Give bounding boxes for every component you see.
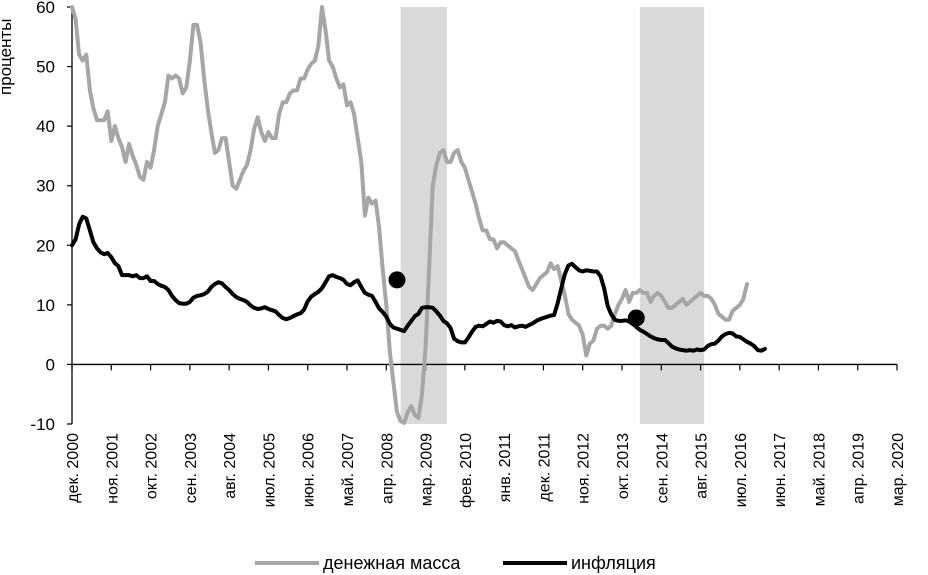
shaded-period-2 <box>639 7 705 424</box>
y-tick-label: 60 <box>36 0 55 17</box>
x-tick-label: янв. 2011 <box>497 433 514 502</box>
series-line-money-supply <box>70 5 749 425</box>
legend-label-2: инфляция <box>571 553 656 573</box>
x-tick-label: июл. 2016 <box>733 433 750 508</box>
axes <box>67 6 898 425</box>
y-tick-label: 40 <box>36 117 55 136</box>
x-tick-label: апр. 2019 <box>851 433 868 504</box>
x-tick-label: окт. 2013 <box>615 433 632 499</box>
x-tick-label: сен. 2003 <box>183 433 200 503</box>
point-markers <box>388 271 645 327</box>
y-tick-labels: -10 0 10 20 30 40 50 60 <box>30 0 55 434</box>
x-tick-label: июн. 2017 <box>772 433 789 507</box>
x-tick-label: май. 2018 <box>811 433 828 506</box>
shaded-periods <box>400 7 705 424</box>
y-tick-label: 50 <box>36 58 55 77</box>
x-tick-label: апр. 2008 <box>379 433 396 504</box>
legend-label-1: денежная масса <box>323 553 461 573</box>
x-tick-label: фев. 2010 <box>458 433 475 508</box>
x-tick-label: сен. 2014 <box>654 433 671 503</box>
series-lines <box>70 5 767 425</box>
x-tick-label: авг. 2015 <box>694 433 711 499</box>
series-line-inflation <box>70 214 767 353</box>
x-tick-label: дек. 2000 <box>65 433 82 503</box>
x-tick-label: май. 2007 <box>340 433 357 506</box>
y-tick-label: 30 <box>36 177 55 196</box>
x-tick-label: июн. 2006 <box>301 433 318 507</box>
x-tick-label: окт. 2002 <box>144 433 161 499</box>
x-tick-labels: дек. 2000 ноя. 2001 окт. 2002 сен. 2003 авг.… <box>65 433 907 508</box>
x-tick-label: июл. 2005 <box>261 433 278 508</box>
x-tick-label: ноя. 2012 <box>576 433 593 504</box>
x-tick-label: дек. 2011 <box>536 433 553 502</box>
x-tick-label: ноя. 2001 <box>104 433 121 504</box>
y-axis-label: проценты <box>0 18 15 95</box>
y-tick-label: 0 <box>46 355 55 374</box>
y-tick-label: -10 <box>30 415 55 434</box>
y-tick-label: 10 <box>36 296 55 315</box>
y-tick-label: 20 <box>36 236 55 255</box>
marker-point-1 <box>388 271 406 289</box>
x-tick-label: мар. 2009 <box>419 433 436 506</box>
x-tick-label: мар. 2020 <box>890 433 907 506</box>
legend: денежная масса инфляция <box>255 553 656 573</box>
marker-point-2 <box>627 309 645 327</box>
x-tick-label: авг. 2004 <box>222 433 239 499</box>
